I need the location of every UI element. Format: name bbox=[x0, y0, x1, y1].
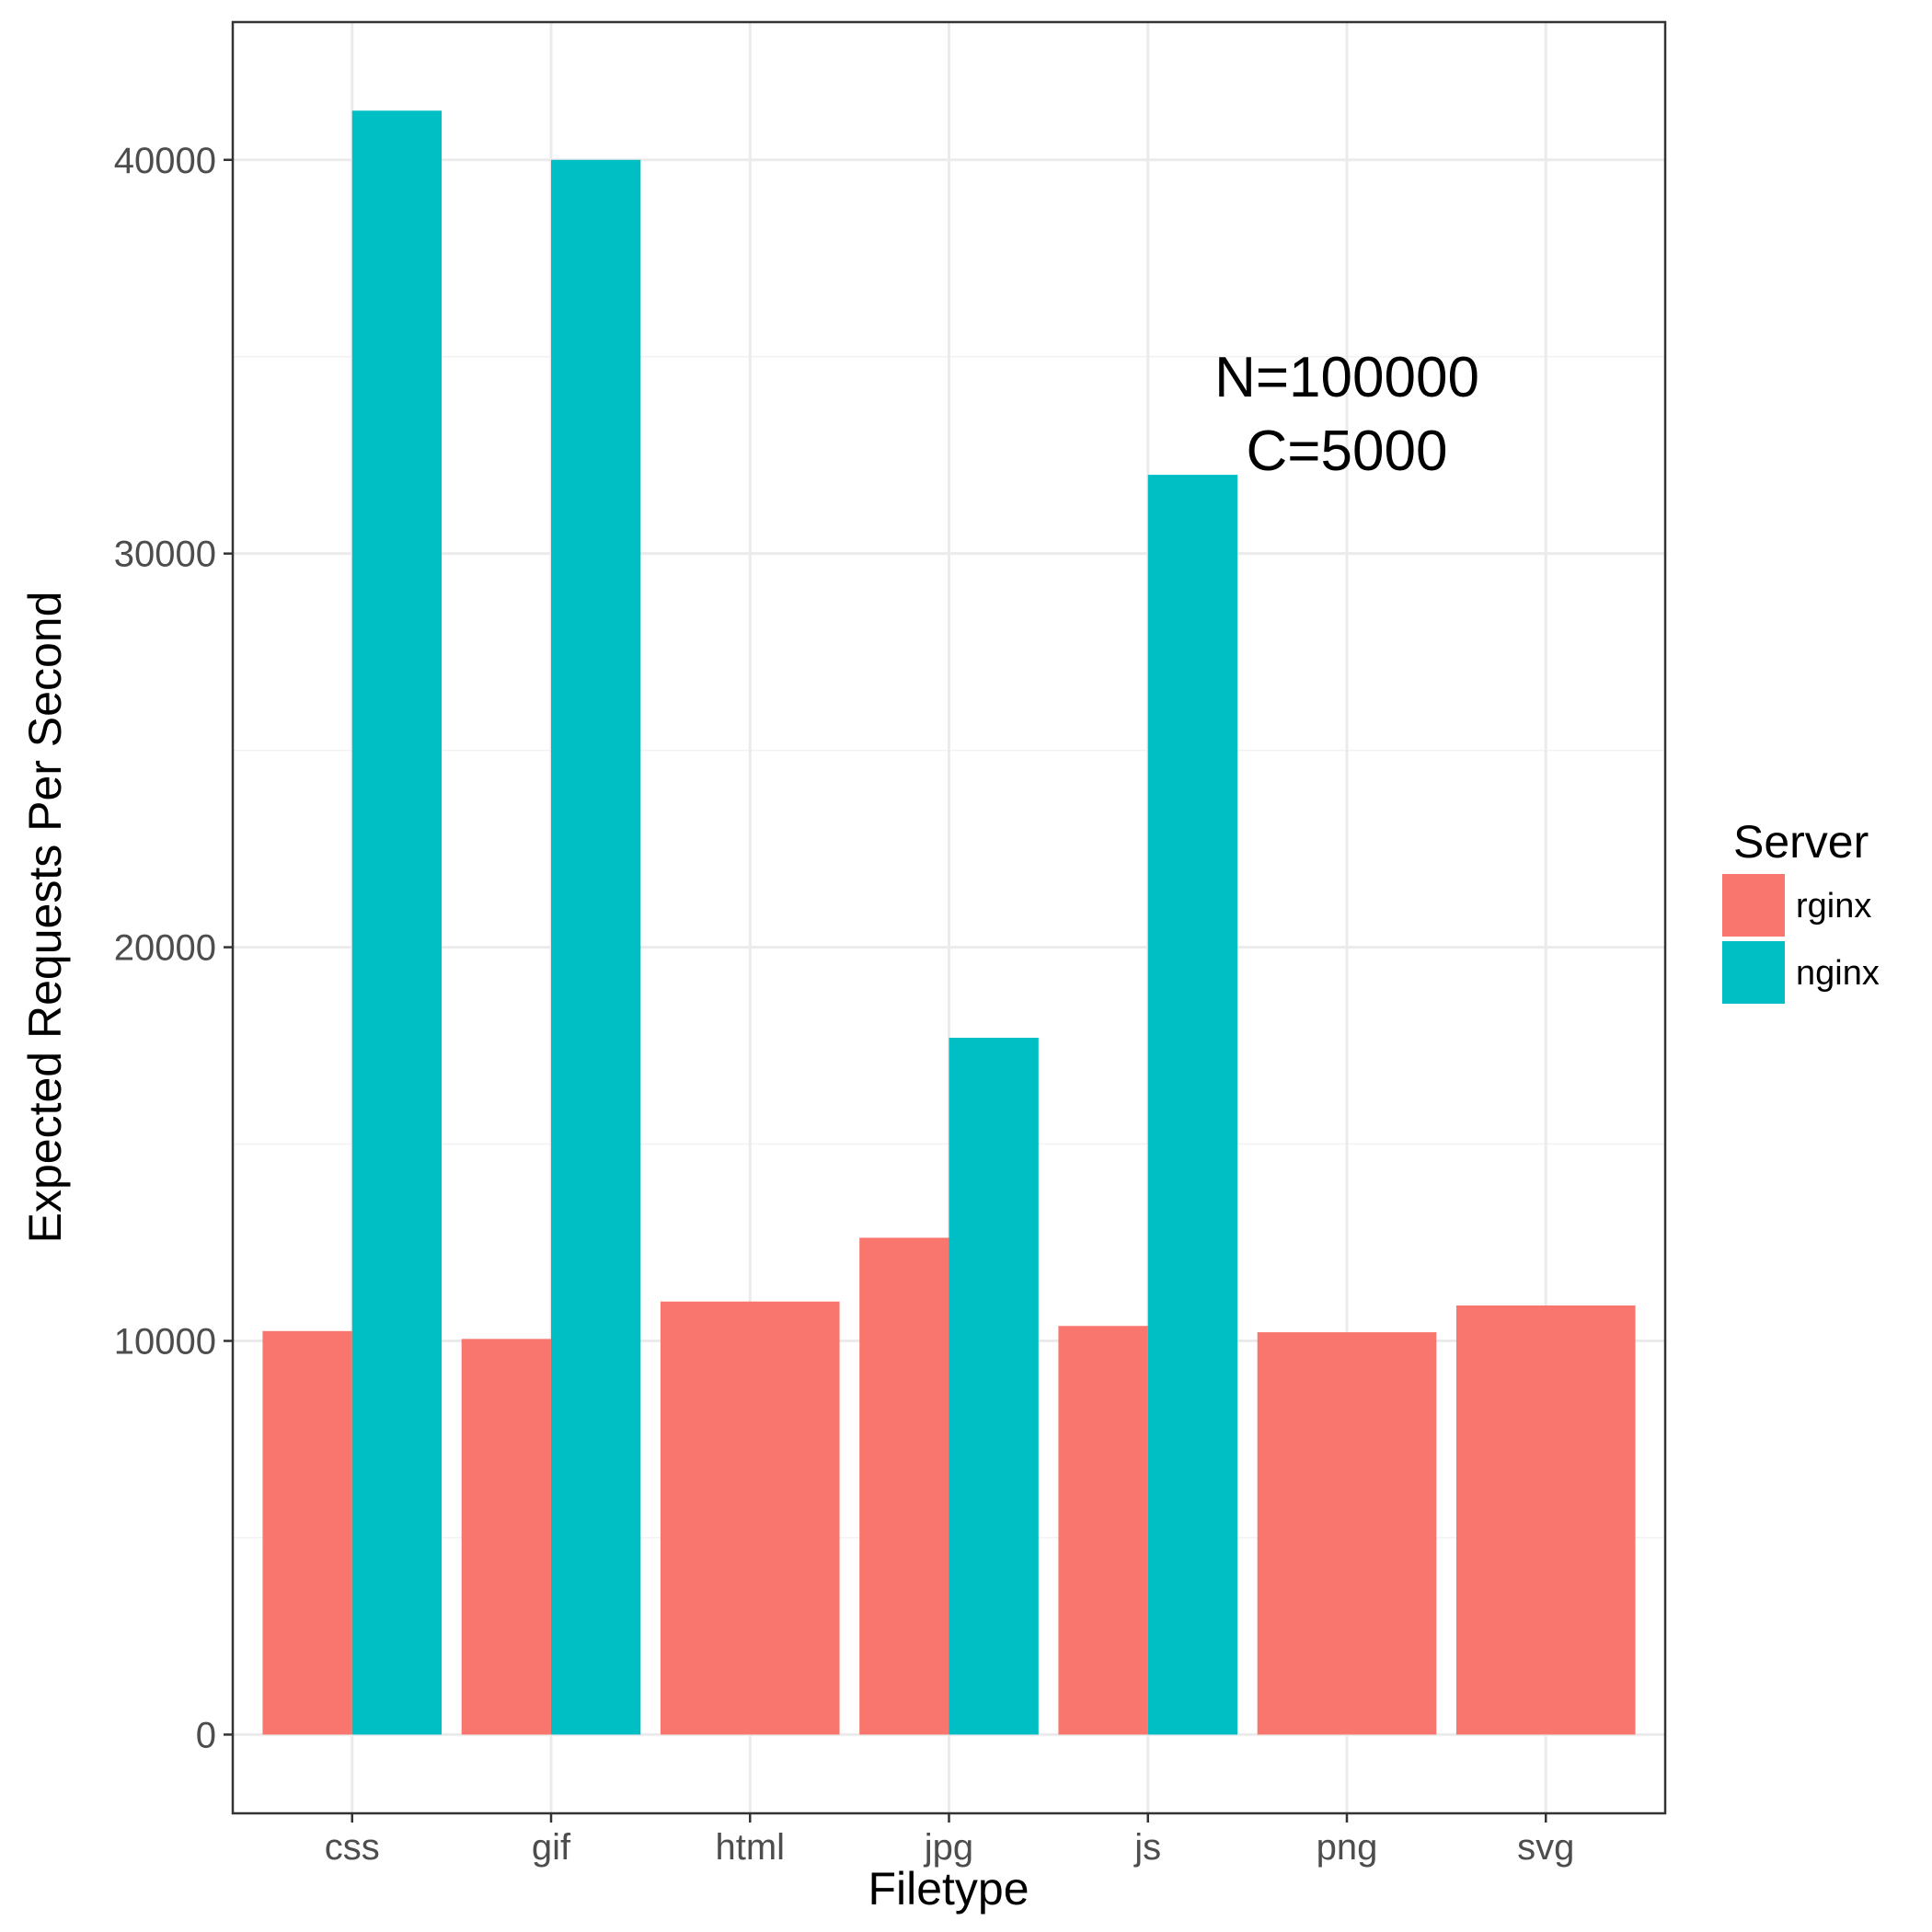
x-axis-title: Filetype bbox=[868, 1863, 1029, 1915]
annotation: N=100000 C=5000 bbox=[1214, 346, 1479, 483]
x-tick-label: html bbox=[715, 1827, 785, 1868]
legend-entries: rginx nginx bbox=[1722, 874, 1880, 1004]
legend-label-rginx: rginx bbox=[1796, 887, 1871, 926]
legend-swatch-nginx bbox=[1722, 941, 1785, 1004]
y-tick-label: 0 bbox=[196, 1715, 216, 1755]
bar-rginx-gif bbox=[461, 1339, 551, 1735]
bar-nginx-js bbox=[1147, 475, 1238, 1735]
x-tick-label: jpg bbox=[924, 1827, 973, 1868]
bar-nginx-css bbox=[351, 110, 443, 1735]
bar-nginx-gif bbox=[551, 159, 641, 1735]
bar-rginx-css bbox=[262, 1330, 352, 1735]
legend: Server rginx nginx bbox=[1722, 816, 1880, 1004]
bar-rginx-js bbox=[1058, 1326, 1148, 1735]
bar-rginx-html bbox=[660, 1301, 840, 1735]
y-tick-label: 30000 bbox=[114, 535, 216, 575]
x-tick-label: js bbox=[1133, 1827, 1161, 1868]
bar-rginx-png bbox=[1257, 1332, 1437, 1735]
legend-swatch-rginx bbox=[1722, 874, 1785, 937]
bar-rginx-jpg bbox=[859, 1237, 949, 1735]
y-tick-label: 10000 bbox=[114, 1322, 216, 1363]
y-tick-label: 40000 bbox=[114, 141, 216, 181]
x-tick-label: png bbox=[1317, 1827, 1378, 1868]
legend-title: Server bbox=[1733, 816, 1869, 868]
legend-label-nginx: nginx bbox=[1796, 954, 1880, 993]
annotation-line: N=100000 bbox=[1214, 346, 1479, 409]
bar-rginx-svg bbox=[1455, 1305, 1636, 1735]
x-tick-label: svg bbox=[1517, 1827, 1574, 1868]
bar-nginx-jpg bbox=[949, 1038, 1039, 1735]
x-tick-label: css bbox=[325, 1827, 380, 1868]
bars bbox=[262, 110, 1636, 1735]
annotation-line: C=5000 bbox=[1247, 420, 1448, 483]
y-tick-label: 20000 bbox=[114, 928, 216, 969]
x-tick-label: gif bbox=[532, 1827, 571, 1868]
y-axis-title: Expected Requests Per Second bbox=[19, 592, 71, 1244]
axes: 0 10000 20000 30000 40000 css gif html jpg js png s… bbox=[114, 141, 1575, 1868]
